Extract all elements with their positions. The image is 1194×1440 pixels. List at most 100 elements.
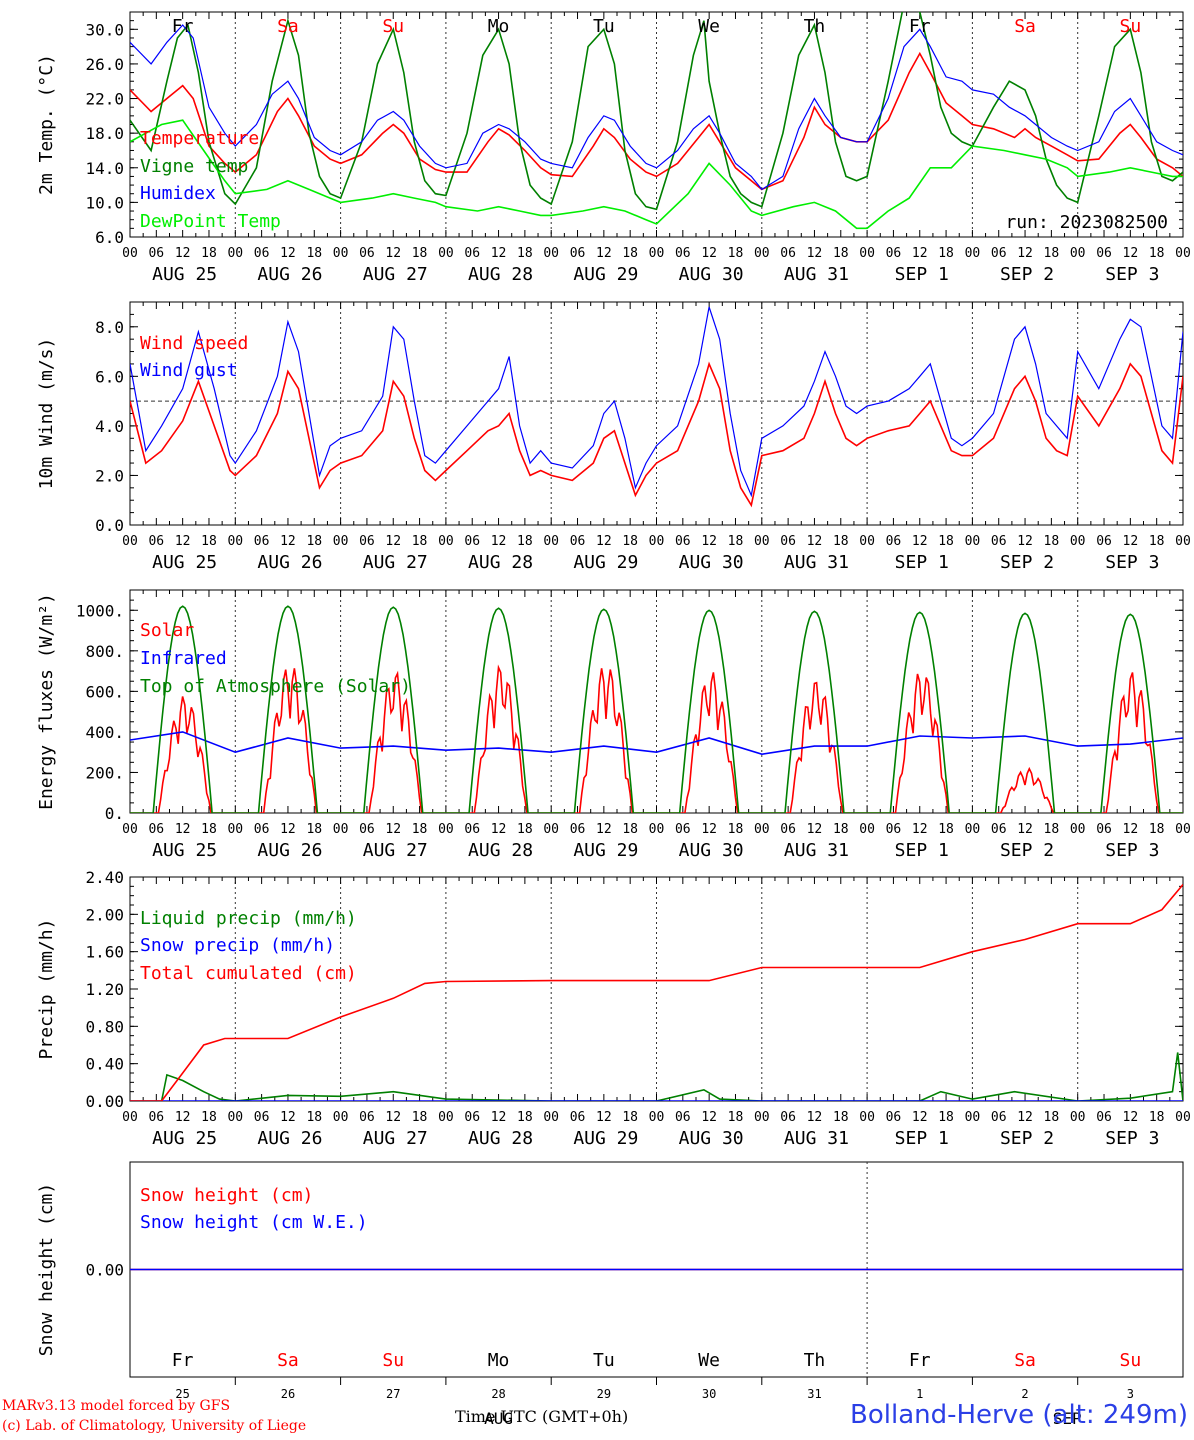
- hour-tick-label: 00: [649, 534, 665, 549]
- y-tick-label: 6.0: [95, 367, 124, 386]
- y-tick-label: 800.: [85, 642, 124, 661]
- hour-tick-label: 18: [1149, 246, 1165, 261]
- hour-tick-label: 06: [464, 1110, 480, 1125]
- date-label: AUG 25: [152, 264, 217, 285]
- weekday-label-bottom: Sa: [277, 1350, 299, 1371]
- date-label: SEP 2: [1000, 840, 1054, 861]
- hour-tick-label: 18: [517, 1110, 533, 1125]
- date-label: SEP 3: [1105, 552, 1159, 573]
- hour-tick-label: 00: [543, 822, 559, 837]
- y-tick-label: 18.0: [85, 124, 124, 143]
- legend-entry: Solar: [140, 620, 194, 641]
- hour-tick-label: 06: [1096, 1110, 1112, 1125]
- date-label: SEP 1: [895, 264, 949, 285]
- hour-tick-label: 00: [122, 246, 138, 261]
- legend-entry: Snow precip (mm/h): [140, 935, 335, 956]
- hour-tick-label: 12: [807, 822, 823, 837]
- hour-tick-label: 06: [148, 246, 164, 261]
- hour-tick-label: 00: [649, 246, 665, 261]
- series-group: [130, 605, 1183, 813]
- y-tick-label: 26.0: [85, 55, 124, 74]
- hour-tick-label: 00: [438, 534, 454, 549]
- hour-tick-label: 06: [780, 1110, 796, 1125]
- y-tick-label: 10.0: [85, 193, 124, 212]
- hour-tick-label: 12: [1017, 534, 1033, 549]
- date-label: AUG 27: [363, 264, 428, 285]
- day-number: 3: [1127, 1387, 1134, 1401]
- hour-tick-label: 06: [254, 246, 270, 261]
- date-label: AUG 28: [468, 1128, 533, 1149]
- hour-tick-label: 00: [965, 534, 981, 549]
- day-number: 30: [702, 1387, 716, 1401]
- hour-tick-label: 18: [938, 1110, 954, 1125]
- station-name: Bolland-Herve (alt: 249m): [850, 1400, 1188, 1430]
- hour-tick-label: 18: [728, 822, 744, 837]
- hour-tick-label: 18: [306, 534, 322, 549]
- series-line: [130, 361, 1183, 508]
- hour-tick-label: 06: [359, 534, 375, 549]
- hour-tick-label: 00: [859, 246, 875, 261]
- hour-tick-label: 06: [675, 822, 691, 837]
- date-label: AUG 30: [679, 1128, 744, 1149]
- hour-tick-label: 00: [543, 534, 559, 549]
- hour-tick-label: 12: [807, 246, 823, 261]
- weekday-label: Mo: [488, 16, 510, 37]
- day-number: 29: [597, 1387, 611, 1401]
- hour-tick-label: 12: [175, 822, 191, 837]
- hour-tick-label: 12: [385, 246, 401, 261]
- hour-tick-label: 00: [1070, 1110, 1086, 1125]
- y-tick-label: 2.00: [85, 905, 124, 924]
- hour-tick-label: 00: [754, 1110, 770, 1125]
- day-number: 28: [491, 1387, 505, 1401]
- hour-tick-label: 06: [570, 822, 586, 837]
- y-tick-label: 0.80: [85, 1017, 124, 1036]
- date-label: AUG 30: [679, 264, 744, 285]
- day-number: 2: [1021, 1387, 1028, 1401]
- hour-tick-label: 06: [675, 534, 691, 549]
- hour-tick-label: 12: [1123, 246, 1139, 261]
- hour-tick-label: 06: [991, 246, 1007, 261]
- date-label: AUG 27: [363, 552, 428, 573]
- date-label: AUG 31: [784, 264, 849, 285]
- date-label: SEP 3: [1105, 1128, 1159, 1149]
- hour-tick-label: 06: [359, 822, 375, 837]
- date-label: AUG 28: [468, 840, 533, 861]
- hour-tick-label: 12: [701, 1110, 717, 1125]
- date-label: AUG 25: [152, 840, 217, 861]
- weekday-label-bottom: Sa: [1014, 1350, 1036, 1371]
- legend-entry: Snow height (cm): [140, 1185, 313, 1206]
- hour-tick-label: 12: [280, 534, 296, 549]
- run-label: run: 2023082500: [1005, 212, 1168, 233]
- hour-tick-label: 12: [385, 534, 401, 549]
- legend-entry: Total cumulated (cm): [140, 963, 357, 984]
- y-axis-label: 10m Wind (m/s): [36, 338, 57, 490]
- hour-tick-label: 06: [675, 1110, 691, 1125]
- hour-tick-label: 06: [254, 1110, 270, 1125]
- hour-tick-label: 12: [1123, 534, 1139, 549]
- y-tick-label: 0.40: [85, 1055, 124, 1074]
- hour-tick-label: 06: [570, 246, 586, 261]
- date-label: AUG 29: [573, 552, 638, 573]
- hour-tick-label: 18: [517, 822, 533, 837]
- hour-tick-label: 00: [1070, 534, 1086, 549]
- weekday-label-bottom: Mo: [488, 1350, 510, 1371]
- series-line: [130, 731, 1183, 756]
- hour-tick-label: 00: [649, 1110, 665, 1125]
- hour-tick-label: 06: [780, 246, 796, 261]
- date-label: SEP 2: [1000, 264, 1054, 285]
- y-tick-label: 14.0: [85, 159, 124, 178]
- day-number: 26: [281, 1387, 295, 1401]
- hour-tick-label: 18: [201, 246, 217, 261]
- date-label: AUG 30: [679, 840, 744, 861]
- month-label: AUG: [484, 1409, 513, 1428]
- hour-tick-label: 00: [438, 822, 454, 837]
- hour-tick-label: 00: [1175, 534, 1191, 549]
- hour-tick-label: 06: [886, 822, 902, 837]
- weekday-label: Tu: [593, 16, 615, 37]
- hour-tick-label: 00: [122, 534, 138, 549]
- hour-tick-label: 00: [1175, 822, 1191, 837]
- weekday-label: We: [698, 16, 720, 37]
- weekday-label-bottom: Tu: [593, 1350, 615, 1371]
- weekday-label-bottom: Su: [382, 1350, 404, 1371]
- weekday-label: Sa: [1014, 16, 1036, 37]
